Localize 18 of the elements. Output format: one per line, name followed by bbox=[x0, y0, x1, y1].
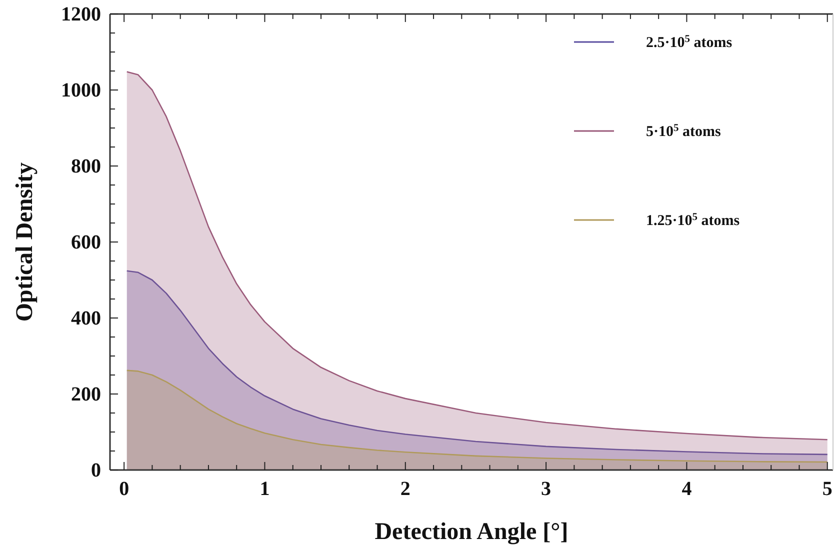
y-tick-label: 600 bbox=[71, 231, 101, 254]
x-tick-label: 3 bbox=[541, 478, 552, 500]
x-tick-label: 1 bbox=[260, 478, 270, 500]
x-tick-label: 4 bbox=[682, 478, 692, 500]
legend-label: 5·10$^{5}$ atoms bbox=[646, 122, 722, 140]
y-tick-label: 0 bbox=[91, 459, 101, 482]
x-tick-label: 0 bbox=[119, 478, 130, 500]
y-axis-title: Optical Density bbox=[12, 162, 38, 322]
legend-label: 1.25·10$^{5}$ atoms bbox=[646, 212, 740, 229]
y-tick-label: 400 bbox=[71, 307, 101, 330]
x-tick-label: 2 bbox=[400, 478, 410, 500]
y-tick-label: 1000 bbox=[61, 79, 101, 102]
legend-label: 2.5·10$^{5}$ atoms bbox=[646, 34, 732, 51]
y-tick-label: 1200 bbox=[61, 3, 101, 26]
y-tick-label: 200 bbox=[71, 383, 101, 406]
y-tick-label: 800 bbox=[71, 155, 101, 178]
x-tick-label: 5 bbox=[822, 478, 832, 500]
x-axis-title: Detection Angle [°] bbox=[374, 519, 568, 545]
